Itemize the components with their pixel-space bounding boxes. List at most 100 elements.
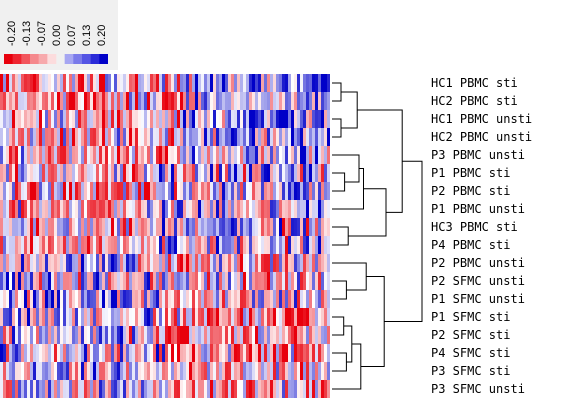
heatmap-cell: [321, 254, 325, 272]
heatmap-cell: [186, 272, 190, 290]
heatmap-cell: [78, 362, 82, 380]
heatmap-cell: [240, 128, 244, 146]
heatmap-cell: [81, 380, 85, 398]
heatmap-cell: [105, 236, 109, 254]
heatmap-cell: [120, 344, 124, 362]
heatmap-cell: [126, 308, 130, 326]
heatmap-cell: [321, 128, 325, 146]
heatmap-cell: [69, 254, 73, 272]
heatmap-cell: [96, 218, 100, 236]
heatmap-cell: [297, 290, 301, 308]
heatmap-cell: [210, 236, 214, 254]
heatmap-cell: [309, 362, 313, 380]
heatmap-cell: [285, 74, 289, 92]
heatmap-cell: [264, 182, 268, 200]
heatmap-cell: [27, 344, 31, 362]
heatmap-cell: [27, 380, 31, 398]
heatmap-cell: [267, 308, 271, 326]
heatmap-cell: [69, 128, 73, 146]
heatmap-cell: [72, 182, 76, 200]
heatmap-cell: [6, 146, 10, 164]
heatmap-cell: [93, 344, 97, 362]
heatmap-cell: [255, 290, 259, 308]
heatmap-cell: [144, 362, 148, 380]
heatmap-cell: [237, 74, 241, 92]
heatmap-cell: [87, 110, 91, 128]
heatmap-cell: [180, 344, 184, 362]
heatmap-cell: [0, 218, 4, 236]
heatmap-cell: [90, 290, 94, 308]
heatmap-cell: [312, 92, 316, 110]
heatmap-cell: [33, 326, 37, 344]
heatmap-cell: [189, 380, 193, 398]
heatmap-cell: [213, 164, 217, 182]
heatmap-cell: [111, 200, 115, 218]
heatmap-cell: [261, 380, 265, 398]
heatmap-cell: [15, 344, 19, 362]
heatmap-cell: [9, 74, 13, 92]
heatmap-cell: [288, 254, 292, 272]
heatmap-cell: [114, 74, 118, 92]
heatmap-cell: [282, 308, 286, 326]
row-label: P1 SFMC unsti: [431, 292, 525, 306]
heatmap-cell: [48, 254, 52, 272]
heatmap-cell: [60, 362, 64, 380]
heatmap-cell: [81, 164, 85, 182]
heatmap-cell: [318, 182, 322, 200]
heatmap-cell: [270, 290, 274, 308]
heatmap-cell: [264, 74, 268, 92]
heatmap-cell: [309, 326, 313, 344]
heatmap-cell: [177, 272, 181, 290]
heatmap-cell: [153, 362, 157, 380]
heatmap-cell: [186, 326, 190, 344]
heatmap-cell: [159, 344, 163, 362]
heatmap-cell: [150, 380, 154, 398]
heatmap-cell: [309, 254, 313, 272]
heatmap-cell: [72, 110, 76, 128]
heatmap-cell: [300, 254, 304, 272]
heatmap-cell: [75, 182, 79, 200]
heatmap-cell: [15, 74, 19, 92]
heatmap-cell: [198, 92, 202, 110]
heatmap-cell: [69, 344, 73, 362]
heatmap-cell: [81, 290, 85, 308]
heatmap-cell: [39, 74, 43, 92]
heatmap-cell: [192, 128, 196, 146]
heatmap-cell: [258, 218, 262, 236]
heatmap-cell: [309, 74, 313, 92]
heatmap-cell: [153, 254, 157, 272]
heatmap-cell: [111, 344, 115, 362]
heatmap-cell: [237, 164, 241, 182]
heatmap-cell: [174, 308, 178, 326]
heatmap-cell: [228, 164, 232, 182]
heatmap-cell: [246, 254, 250, 272]
heatmap-cell: [48, 236, 52, 254]
heatmap-cell: [171, 344, 175, 362]
heatmap-cell: [156, 128, 160, 146]
heatmap-cell: [321, 236, 325, 254]
heatmap-cell: [54, 110, 58, 128]
heatmap-cell: [27, 308, 31, 326]
heatmap-cell: [165, 326, 169, 344]
heatmap-cell: [102, 290, 106, 308]
heatmap-cell: [234, 182, 238, 200]
heatmap-cell: [213, 326, 217, 344]
heatmap-cell: [75, 362, 79, 380]
heatmap-cell: [36, 128, 40, 146]
heatmap-cell: [201, 110, 205, 128]
heatmap-cell: [270, 362, 274, 380]
heatmap-cell: [186, 128, 190, 146]
heatmap-cell: [192, 380, 196, 398]
heatmap-cell: [288, 272, 292, 290]
heatmap-cell: [291, 200, 295, 218]
heatmap-cell: [240, 308, 244, 326]
heatmap-cell: [138, 326, 142, 344]
heatmap-cell: [324, 92, 328, 110]
heatmap-cell: [168, 326, 172, 344]
heatmap-cell: [135, 254, 139, 272]
heatmap-cell: [102, 362, 106, 380]
heatmap-cell: [258, 182, 262, 200]
heatmap-cell: [231, 272, 235, 290]
heatmap-cell: [78, 92, 82, 110]
heatmap-cell: [309, 128, 313, 146]
